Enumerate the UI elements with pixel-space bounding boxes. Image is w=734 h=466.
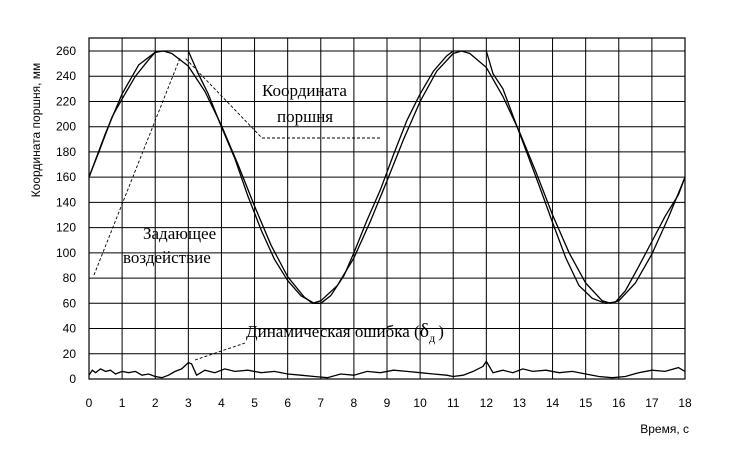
x-axis-title: Время, с (640, 422, 689, 436)
tick-labels: 0 1 2 3 4 5 6 7 8 9 10 11 12 13 14 15 16 17 18020406080100… (56, 44, 692, 410)
y-axis-title: Координата поршня, мм (29, 63, 43, 198)
piston-label-line1: Координата (262, 81, 347, 100)
x-tick-label: 7 (317, 396, 324, 410)
annotation-leaders (93, 57, 380, 361)
grid-lines (88, 38, 686, 380)
input-leader-line (93, 57, 181, 276)
x-tick-label: 3 (185, 396, 192, 410)
x-tick-label: 16 (612, 396, 626, 410)
x-tick-label: 10 (413, 396, 427, 410)
error-label: Динамическая ошибка (δд) (246, 320, 444, 345)
x-tick-label: 17 (645, 396, 659, 410)
x-tick-label: 11 (447, 396, 460, 410)
error-label-symbol: δ (420, 320, 429, 342)
y-tick-label: 260 (56, 44, 76, 58)
x-tick-label: 0 (86, 396, 93, 410)
y-tick-label: 180 (56, 145, 76, 159)
error-label-subscript: д (429, 331, 435, 345)
y-tick-label: 100 (56, 246, 76, 260)
x-tick-label: 12 (480, 396, 494, 410)
plot-frame (88, 37, 686, 380)
y-tick-label: 200 (56, 120, 76, 134)
y-tick-label: 60 (63, 296, 77, 310)
x-tick-label: 6 (284, 396, 291, 410)
error-series-line (88, 360, 686, 379)
piston-leader-line (184, 57, 380, 139)
error-leader-line (194, 342, 246, 361)
piston-series-line (88, 50, 686, 304)
x-tick-label: 4 (218, 396, 225, 410)
y-tick-label: 80 (63, 271, 77, 285)
y-tick-label: 240 (56, 69, 76, 83)
input-label-line1: Задающее (143, 224, 216, 243)
y-tick-label: 20 (63, 347, 77, 361)
error-label-suffix: ) (438, 322, 444, 341)
x-tick-label: 9 (384, 396, 391, 410)
y-tick-label: 160 (56, 170, 76, 184)
y-tick-label: 220 (56, 94, 76, 108)
x-tick-label: 18 (678, 396, 692, 410)
x-tick-label: 5 (251, 396, 258, 410)
x-tick-label: 14 (546, 396, 560, 410)
y-tick-label: 140 (56, 195, 76, 209)
x-tick-label: 1 (119, 396, 126, 410)
x-tick-label: 2 (152, 396, 159, 410)
input-series-line (88, 50, 686, 305)
error-label-prefix: Динамическая ошибка ( (246, 322, 420, 341)
y-tick-label: 120 (56, 221, 76, 235)
piston-label-line2: поршня (277, 107, 333, 126)
input-label-line2: воздействие (123, 248, 211, 267)
y-tick-label: 40 (63, 322, 77, 336)
x-tick-label: 13 (513, 396, 527, 410)
x-tick-label: 8 (351, 396, 358, 410)
series-lines (88, 50, 686, 379)
x-tick-label: 15 (579, 396, 593, 410)
y-tick-label: 0 (69, 372, 76, 386)
